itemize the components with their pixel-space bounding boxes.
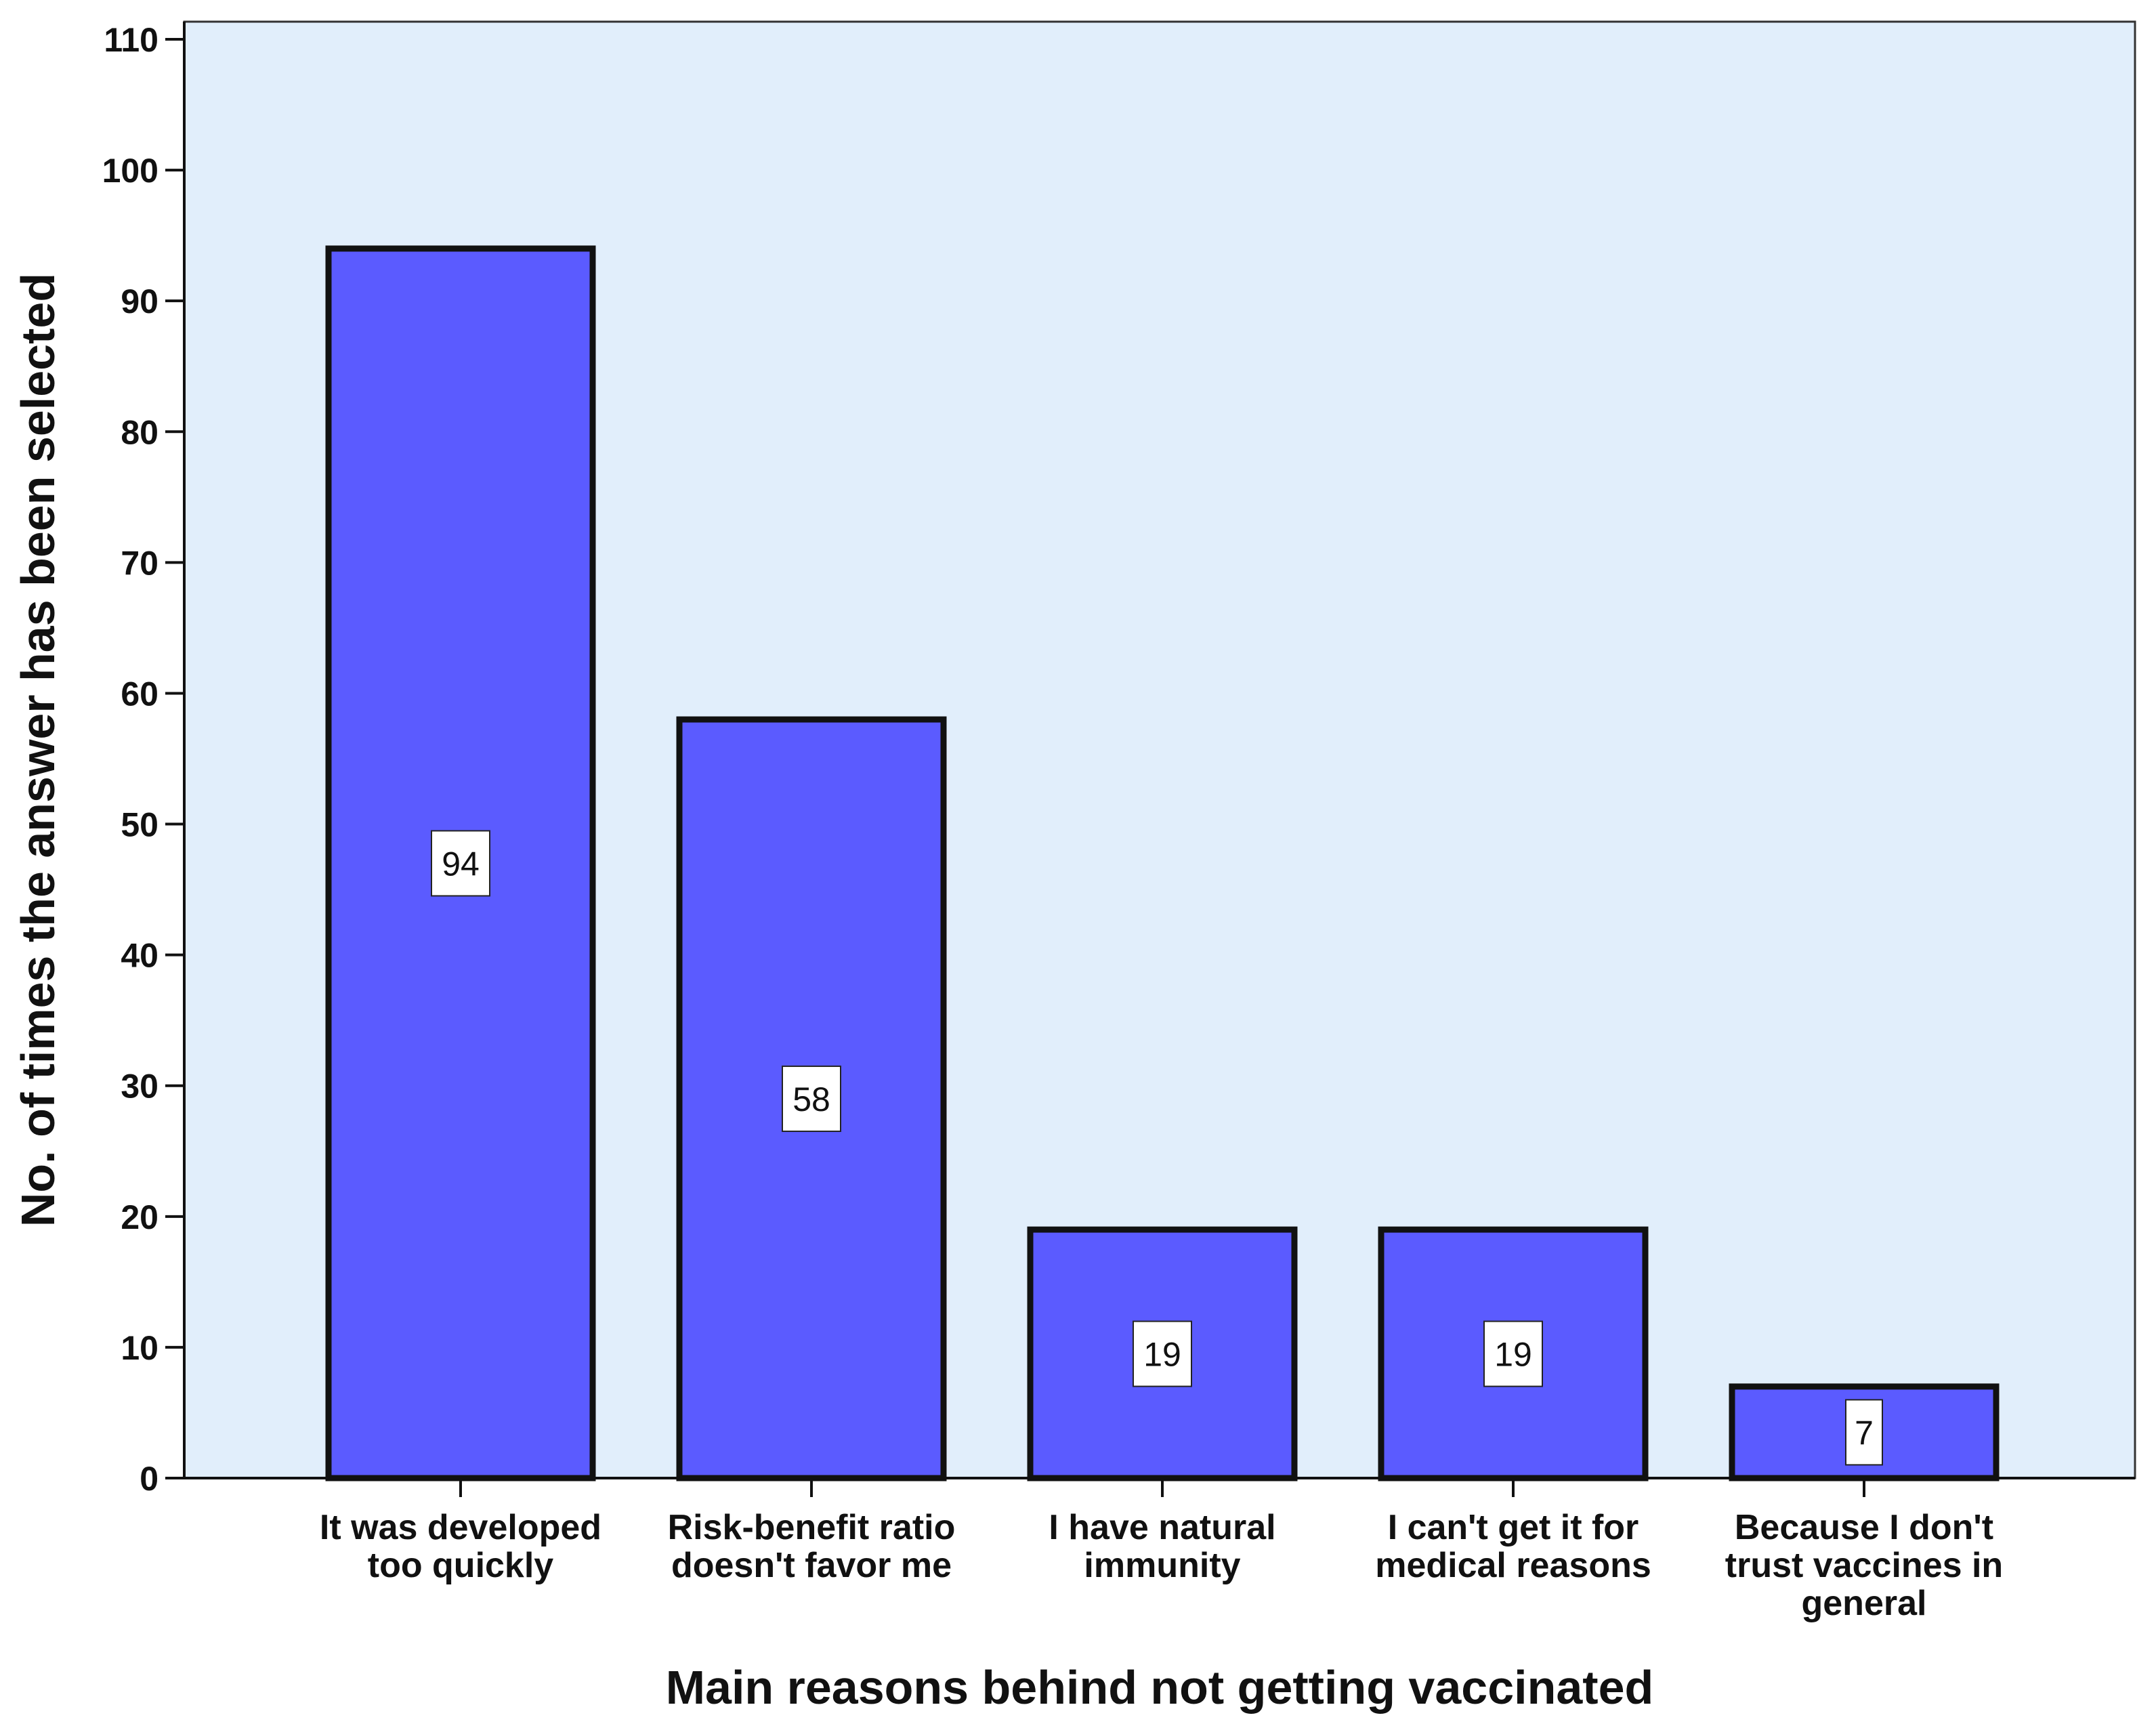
x-tick-label: It was developed too quickly: [320, 1508, 601, 1585]
data-label-text: 19: [1494, 1336, 1532, 1374]
x-axis-title: Main reasons behind not getting vaccinat…: [666, 1661, 1654, 1714]
x-tick-label: I can't get it for medical reasons: [1375, 1508, 1651, 1585]
y-tick-label: 110: [104, 21, 158, 59]
y-tick-label: 40: [121, 937, 158, 975]
y-tick-label: 70: [121, 544, 158, 582]
y-tick-label: 0: [140, 1460, 158, 1498]
data-label-text: 19: [1143, 1336, 1181, 1374]
data-label-text: 94: [442, 845, 480, 883]
y-tick-label: 10: [121, 1329, 158, 1367]
y-tick-label: 50: [121, 806, 158, 844]
data-label: 58: [782, 1066, 841, 1133]
y-tick-label: 60: [121, 675, 158, 713]
data-label-box: [1133, 1320, 1192, 1387]
x-tick-label: Risk-benefit ratio doesn't favor me: [668, 1508, 956, 1585]
y-axis-title: No. of times the answer has been selecte…: [12, 273, 64, 1227]
x-axis: It was developed too quickly Risk-benefit …: [184, 1477, 2135, 1623]
y-axis: 0 10 20 30 40 50 60 70 80 90 100 110: [102, 21, 186, 1498]
y-tick-label: 100: [102, 152, 158, 190]
y-tick-label: 20: [121, 1198, 158, 1236]
data-label-box: [431, 830, 490, 897]
data-label-text: 7: [1855, 1414, 1874, 1452]
data-label: 19: [1483, 1320, 1543, 1387]
x-tick-label: I have natural immunity: [1049, 1508, 1275, 1585]
data-label: 94: [431, 830, 490, 897]
y-tick-label: 90: [121, 282, 158, 320]
y-tick-label: 80: [121, 413, 158, 451]
data-label-text: 58: [792, 1080, 830, 1118]
x-tick-label: Because I don't trust vaccines in general: [1725, 1508, 2003, 1623]
data-label: 7: [1845, 1399, 1883, 1466]
data-labels-group: 94 58 19 19 7: [431, 830, 1883, 1466]
y-tick-label: 30: [121, 1068, 158, 1106]
data-label-box: [1845, 1399, 1883, 1466]
data-label-box: [1483, 1320, 1543, 1387]
data-label-box: [782, 1066, 841, 1133]
data-label: 19: [1133, 1320, 1192, 1387]
